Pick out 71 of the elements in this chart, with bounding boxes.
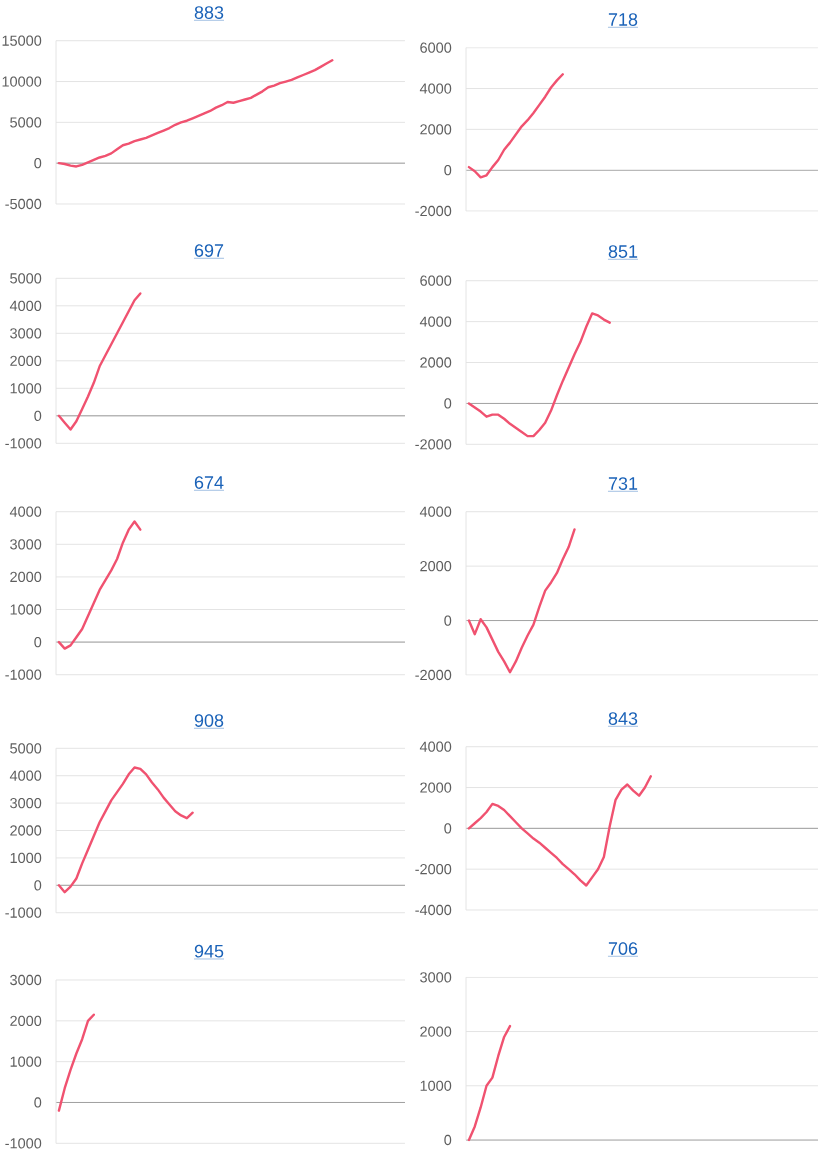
y-tick-label: 2000 — [10, 571, 42, 583]
chart-title: 674 — [194, 476, 224, 489]
y-tick-label: 4000 — [9, 506, 42, 517]
y-tick-label: 3000 — [420, 972, 452, 983]
y-tick-label: 4000 — [419, 506, 452, 517]
y-tick-label: 0 — [34, 880, 42, 891]
y-tick-label: 2000 — [10, 1015, 42, 1026]
y-tick-label: 10000 — [2, 76, 42, 87]
y-tick-label: 6000 — [420, 275, 452, 286]
chart-title: 908 — [194, 714, 224, 727]
line-series — [467, 775, 652, 887]
y-tick-label: 6000 — [420, 42, 452, 53]
chart-title: 883 — [194, 6, 224, 19]
y-tick-label: 3000 — [10, 328, 42, 339]
y-tick-label: 0 — [444, 165, 452, 176]
y-tick-label: 0 — [444, 1134, 452, 1146]
y-tick-label: 1000 — [420, 1080, 452, 1091]
chart-title: 843 — [608, 712, 638, 725]
y-tick-label: 5000 — [10, 117, 42, 128]
y-tick-label: 2000 — [10, 825, 42, 836]
y-tick-label: 2000 — [420, 561, 452, 572]
y-tick-label: 2000 — [420, 357, 452, 368]
y-tick-label: 3000 — [10, 539, 42, 550]
line-series — [57, 59, 334, 168]
y-tick-label: -5000 — [5, 198, 42, 210]
y-tick-label: 0 — [34, 158, 42, 169]
y-tick-label: 0 — [34, 636, 42, 648]
y-tick-label: -1000 — [5, 669, 42, 680]
y-tick-label: -2000 — [415, 205, 452, 217]
line-series — [57, 292, 142, 431]
y-tick-label: 1000 — [10, 1056, 42, 1067]
y-tick-label: -2000 — [415, 669, 452, 681]
chart-title: 697 — [194, 244, 224, 257]
chart-title: 706 — [608, 942, 638, 955]
y-tick-label: -4000 — [415, 904, 452, 916]
line-series — [467, 1024, 512, 1142]
y-tick-label: 5000 — [10, 743, 42, 754]
y-tick-label: 0 — [444, 615, 452, 626]
y-tick-label: 3000 — [10, 797, 42, 809]
y-tick-label: 5000 — [10, 273, 42, 284]
y-tick-label: 1000 — [10, 383, 42, 394]
y-tick-label: 0 — [444, 823, 452, 834]
y-tick-label: 15000 — [2, 35, 42, 46]
y-tick-label: 4000 — [9, 770, 42, 781]
line-series — [57, 1013, 96, 1112]
chart-title: 851 — [608, 245, 638, 258]
y-tick-label: 4000 — [419, 83, 452, 94]
y-tick-label: 2000 — [420, 782, 452, 793]
y-tick-label: 0 — [34, 410, 42, 421]
y-tick-label: 1000 — [10, 604, 42, 615]
y-tick-label: 2000 — [420, 124, 452, 135]
y-tick-label: -2000 — [415, 439, 452, 450]
y-tick-label: 3000 — [10, 974, 42, 986]
chart-title: 945 — [194, 944, 224, 958]
y-tick-label: -2000 — [415, 864, 452, 875]
y-tick-label: 4000 — [9, 300, 42, 311]
chart-title: 731 — [608, 477, 638, 490]
line-series — [57, 766, 194, 894]
y-tick-label: 4000 — [419, 741, 452, 752]
y-tick-label: 0 — [34, 1097, 42, 1108]
y-tick-label: 1000 — [10, 852, 42, 864]
y-tick-label: 4000 — [419, 316, 452, 327]
y-tick-label: 2000 — [420, 1026, 452, 1037]
y-tick-label: -1000 — [5, 1138, 42, 1149]
line-series — [57, 520, 142, 650]
line-series — [467, 528, 576, 674]
chart-title: 718 — [608, 13, 638, 26]
y-tick-label: 0 — [444, 398, 452, 409]
y-tick-label: 2000 — [10, 355, 42, 366]
y-tick-label: -1000 — [5, 438, 42, 449]
y-tick-label: -1000 — [5, 907, 42, 918]
